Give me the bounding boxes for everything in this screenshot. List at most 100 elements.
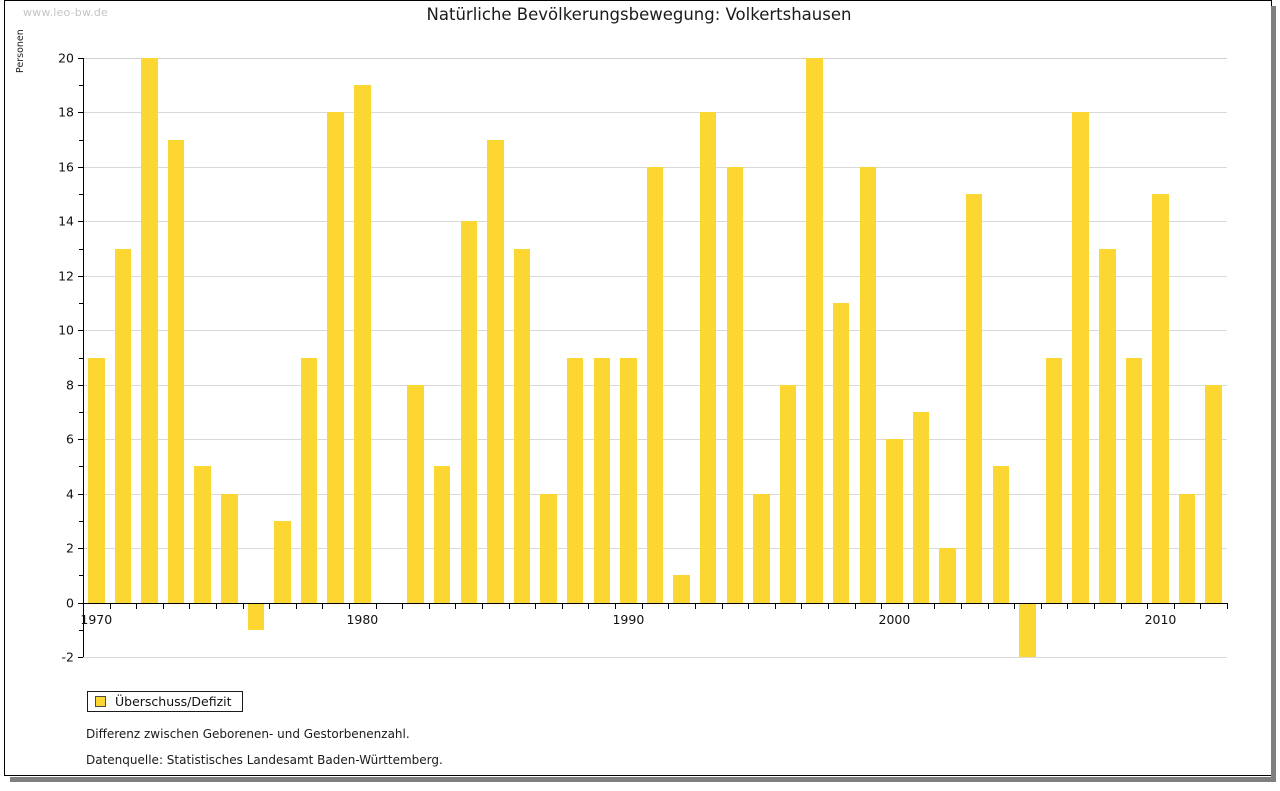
x-axis-tick <box>242 602 244 609</box>
y-axis-minor-tick <box>79 85 83 87</box>
bar <box>354 85 371 603</box>
bar <box>1045 357 1063 603</box>
x-axis-tick <box>1173 602 1175 609</box>
y-axis-tick <box>78 275 83 277</box>
watermark-label: www.leo-bw.de <box>23 6 109 19</box>
bar <box>1125 357 1143 603</box>
x-axis-tick <box>189 602 191 609</box>
x-axis-tick <box>561 602 563 609</box>
y-axis-title: Personen <box>15 29 26 73</box>
y-axis-tick <box>78 493 83 495</box>
x-axis-tick <box>987 602 989 609</box>
x-axis-tick <box>109 602 111 609</box>
x-axis-tick <box>588 602 590 609</box>
y-axis-tick <box>78 221 83 223</box>
figure-shadow-bottom <box>10 777 1276 782</box>
x-axis-tick <box>295 602 297 609</box>
x-axis-tick <box>349 602 351 609</box>
y-axis-tick <box>78 439 83 441</box>
y-axis-minor-tick <box>79 629 83 631</box>
bar <box>886 439 903 603</box>
x-axis-tick-label: 2000 <box>878 611 911 627</box>
x-axis-tick <box>508 602 510 609</box>
chart-title: Natürliche Bevölkerungsbewegung: Volkert… <box>426 5 852 24</box>
x-axis-line <box>83 602 1227 604</box>
x-axis-tick <box>1147 602 1149 609</box>
x-axis-tick-label: 1980 <box>346 611 379 627</box>
y-axis-tick-label: 14 <box>58 213 74 229</box>
y-axis-tick-label: 4 <box>66 486 74 502</box>
bar <box>433 466 451 603</box>
bar <box>832 303 850 603</box>
x-axis-tick-label: 1970 <box>80 611 113 627</box>
y-axis-minor-tick <box>79 194 83 196</box>
x-axis-tick <box>827 602 829 609</box>
bar <box>1099 248 1116 603</box>
x-axis-tick <box>269 602 271 609</box>
x-axis-tick <box>402 602 404 609</box>
plot-inner: -2 0 2 4 6 8 10 12 14 16 18 20 1970 1980 1990 2000 2010 <box>58 51 1228 665</box>
x-axis-tick <box>482 602 484 609</box>
x-axis-tick-label: 2010 <box>1144 611 1177 627</box>
y-axis-tick <box>78 602 83 604</box>
y-axis-tick-label: 10 <box>58 322 74 338</box>
y-axis-tick <box>78 330 83 332</box>
y-axis-tick <box>78 548 83 550</box>
y-axis-minor-tick <box>79 411 83 413</box>
bar <box>487 139 504 603</box>
y-axis-minor-tick <box>79 520 83 522</box>
bar <box>194 466 211 603</box>
bar <box>141 58 158 603</box>
x-axis-tick <box>1120 602 1122 609</box>
x-axis-tick <box>774 602 776 609</box>
x-axis-tick <box>668 602 670 609</box>
y-axis-tick-label: -2 <box>61 649 74 665</box>
bar <box>593 357 611 603</box>
x-axis-tick <box>934 602 936 609</box>
bar <box>114 248 132 603</box>
y-axis-tick-label: 0 <box>66 595 74 611</box>
x-axis-tick <box>162 602 164 609</box>
chart-legend: Überschuss/Defizit <box>87 691 243 712</box>
x-axis-tick <box>1093 602 1095 609</box>
x-axis-tick <box>641 602 643 609</box>
gridline <box>83 58 1227 59</box>
bar <box>806 58 823 603</box>
y-axis-tick-label: 6 <box>66 431 74 447</box>
bar <box>300 357 318 603</box>
chart-figure: www.leo-bw.de Natürliche Bevölkerungsbew… <box>4 0 1272 776</box>
bar <box>327 112 344 603</box>
bar <box>912 411 930 603</box>
x-axis-tick <box>375 602 377 609</box>
x-axis-tick <box>907 602 909 609</box>
bar <box>221 493 238 603</box>
x-axis-tick <box>1040 602 1042 609</box>
x-axis-tick <box>83 602 84 609</box>
x-axis-tick <box>322 602 324 609</box>
bar <box>167 139 185 603</box>
x-axis-tick <box>1200 602 1202 609</box>
y-axis-tick-label: 2 <box>66 540 74 556</box>
x-axis-tick <box>748 602 750 609</box>
y-axis-minor-tick <box>79 139 83 141</box>
bar <box>646 166 664 603</box>
y-axis-minor-tick <box>79 248 83 250</box>
y-axis-minor-tick <box>79 575 83 577</box>
figure-shadow-right <box>1271 6 1276 782</box>
bar <box>88 357 105 603</box>
bar <box>247 602 265 630</box>
x-axis-tick <box>455 602 457 609</box>
bar <box>726 166 744 603</box>
bar <box>753 493 770 603</box>
bar <box>1072 112 1089 603</box>
y-axis-tick <box>78 58 83 59</box>
footnote-definition: Differenz zwischen Geborenen- und Gestor… <box>86 727 410 741</box>
y-axis-minor-tick <box>79 303 83 305</box>
bar <box>699 112 717 603</box>
gridline <box>83 112 1227 114</box>
x-axis-tick <box>1014 602 1016 609</box>
x-axis-tick <box>428 602 430 609</box>
x-axis-tick <box>615 602 617 609</box>
gridline <box>83 657 1227 658</box>
bar <box>513 248 531 603</box>
